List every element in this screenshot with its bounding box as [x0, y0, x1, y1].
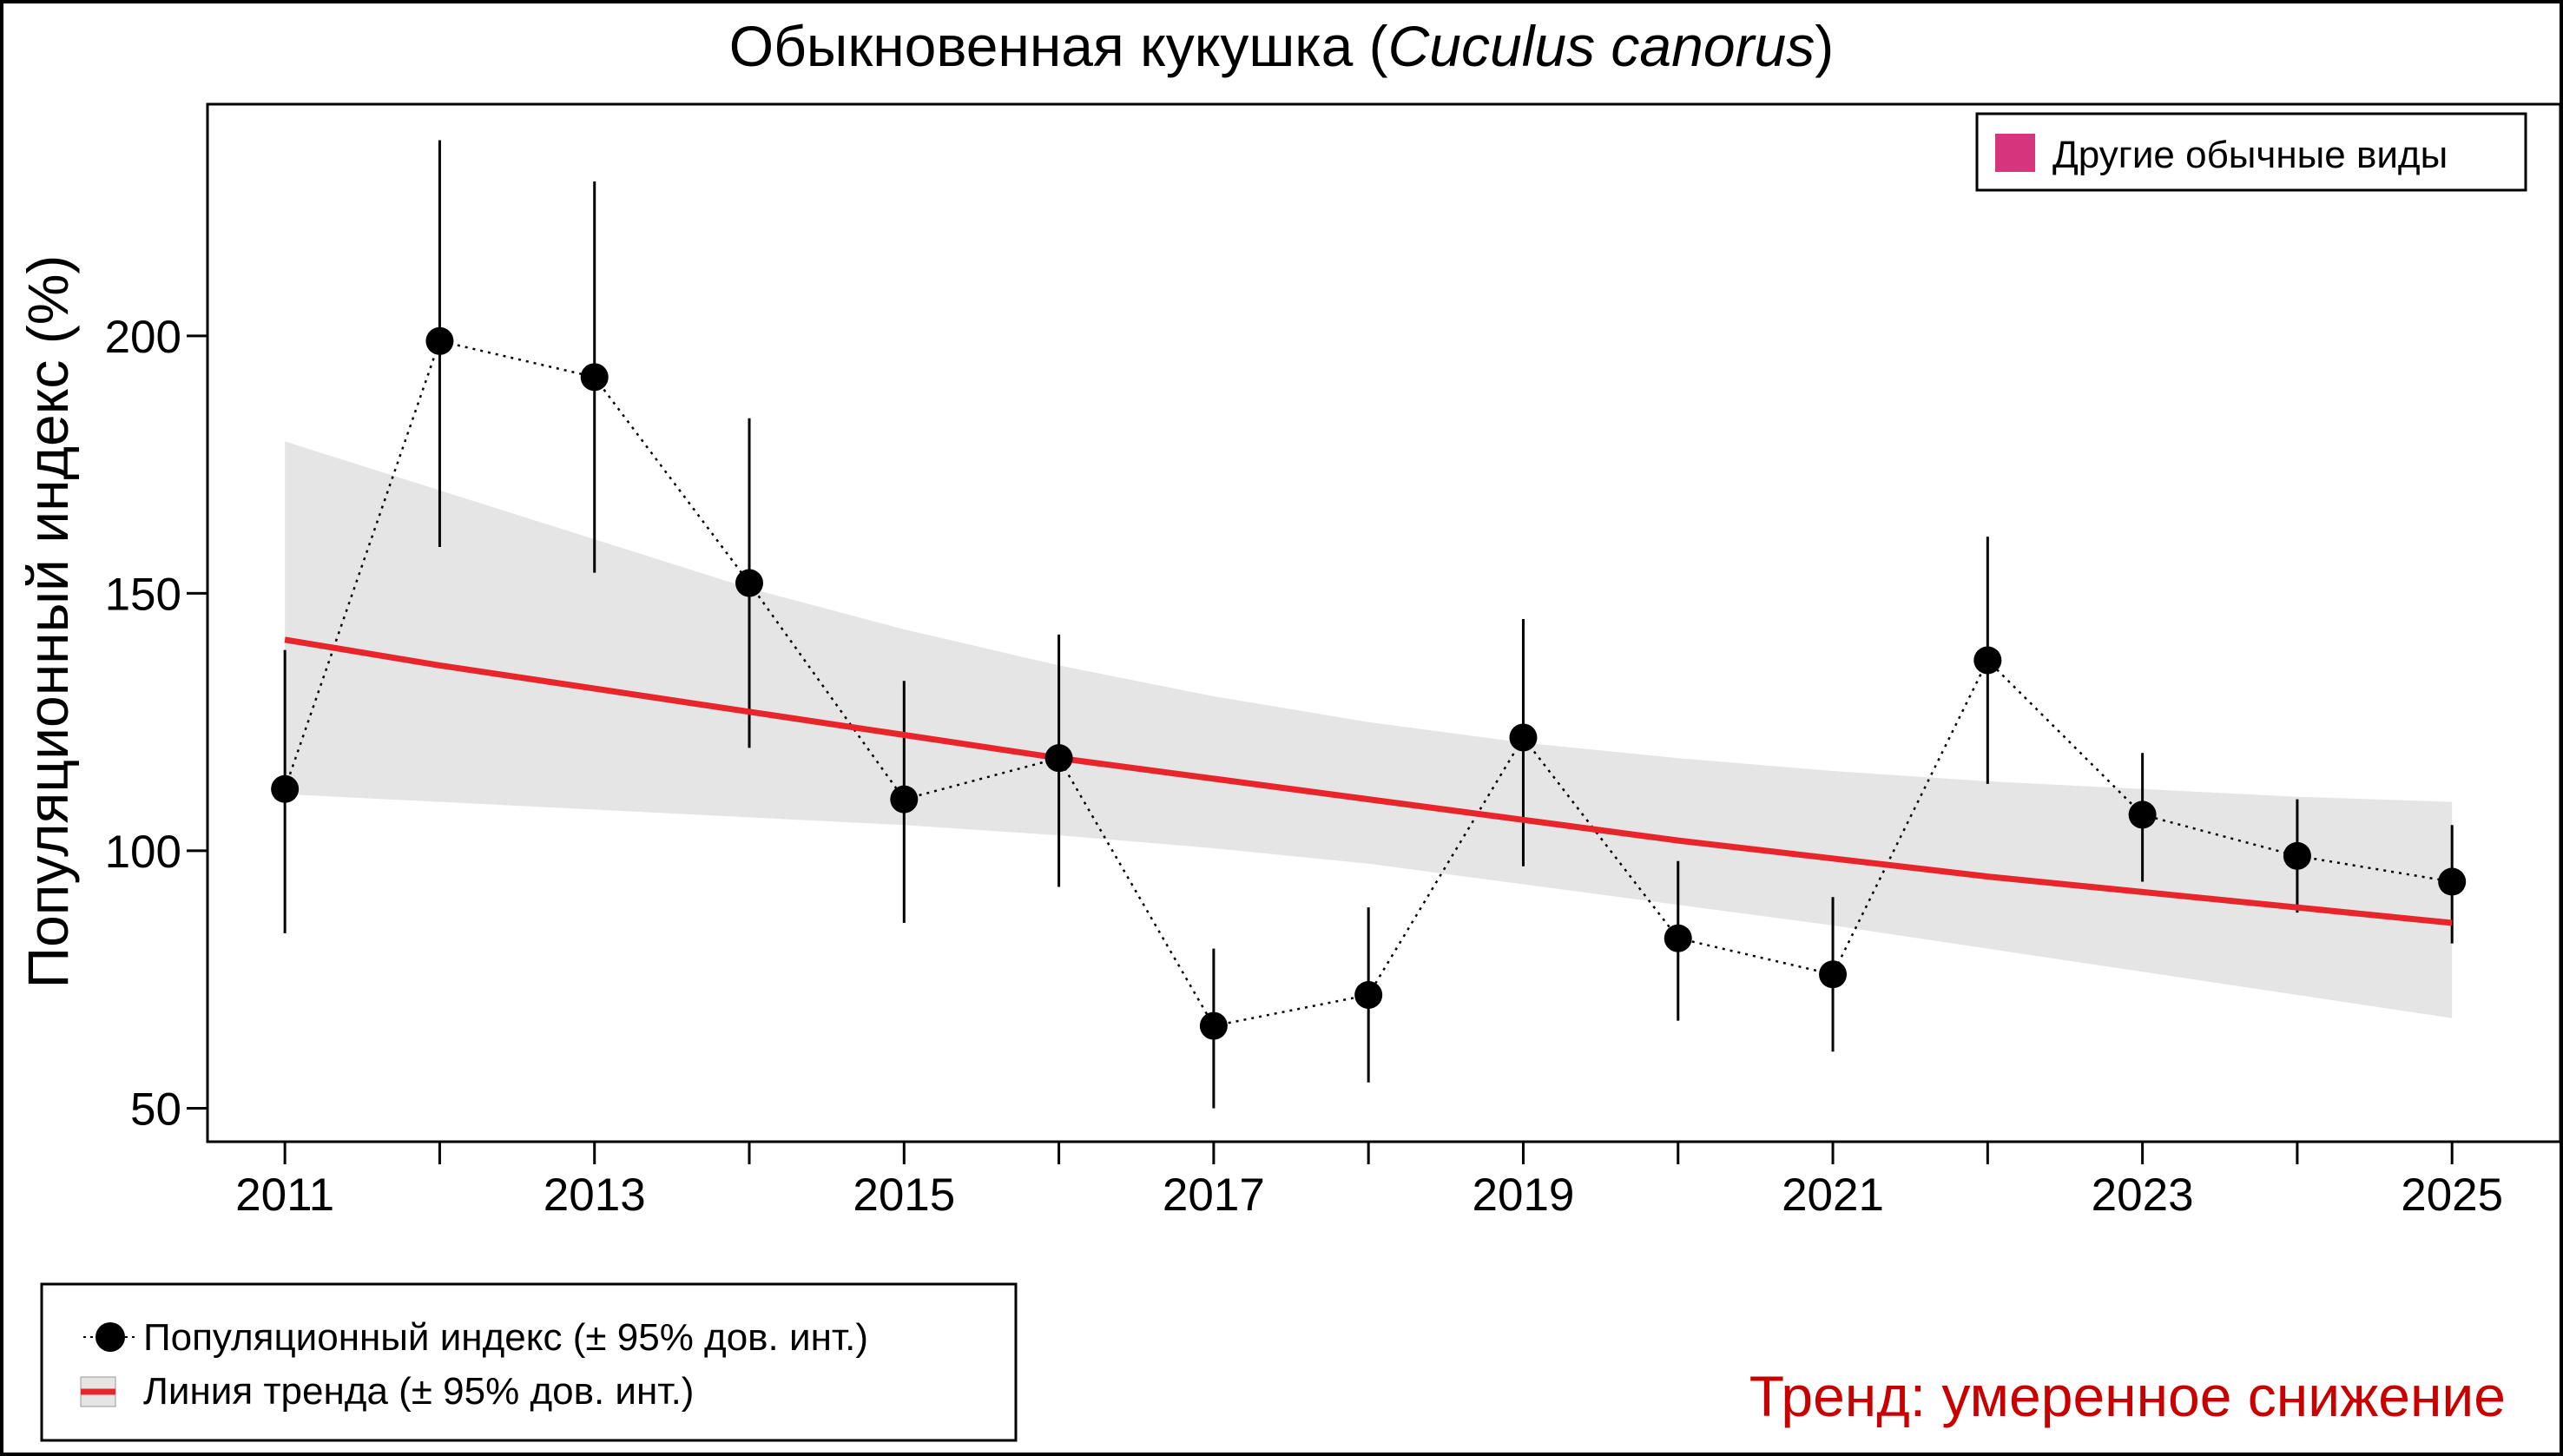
- y-axis-label: Популяционный индекс (%): [16, 255, 80, 989]
- top-right-legend: Другие обычные виды: [1975, 112, 2527, 192]
- index-point-2019: [1509, 723, 1538, 752]
- index-point-2016: [1044, 744, 1073, 773]
- plot-border: [206, 102, 2562, 1143]
- index-point-2013: [580, 363, 609, 392]
- legend-index-marker: [96, 1322, 125, 1352]
- x-tick-label-2025: 2025: [2401, 1169, 2503, 1221]
- x-tick-label-2019: 2019: [1473, 1169, 1575, 1221]
- index-point-2015: [890, 785, 919, 814]
- x-tick-label-2017: 2017: [1163, 1169, 1265, 1221]
- index-point-2021: [1819, 960, 1848, 989]
- trend-confidence-band: [285, 441, 2453, 1018]
- x-tick-label-2023: 2023: [2092, 1169, 2194, 1221]
- index-point-2025: [2438, 867, 2467, 896]
- chart-title: Обыкновенная кукушка (Cuculus canorus): [729, 14, 1834, 78]
- trend-status-text: Тренд: умеренное снижение: [1749, 1364, 2506, 1428]
- x-tick-label-2011: 2011: [235, 1169, 334, 1221]
- bottom-left-legend: Популяционный индекс (± 95% дов. инт.) Л…: [40, 1282, 1018, 1442]
- y-tick-label-50: 50: [130, 1084, 181, 1135]
- index-point-2017: [1199, 1011, 1228, 1040]
- legend-box-top-right: [1975, 112, 2527, 192]
- y-tick-label-200: 200: [105, 312, 181, 363]
- x-tick-label-2021: 2021: [1782, 1169, 1884, 1221]
- index-point-2023: [2128, 800, 2157, 829]
- trend-line: [284, 636, 2453, 926]
- index-point-2020: [1664, 924, 1692, 952]
- index-point-2014: [735, 569, 764, 597]
- index-point-2024: [2283, 841, 2311, 870]
- index-point-2018: [1354, 980, 1383, 1009]
- legend-label-other-species: Другие обычные виды: [2052, 134, 2448, 176]
- plot-area: 2011 2013 2015 2017 2019 2021 2023 2025 50 100 150…: [105, 102, 2562, 1221]
- legend-label-index: Популяционный индекс (± 95% дов. инт.): [143, 1316, 868, 1359]
- index-point-2011: [271, 774, 300, 803]
- legend-label-trend: Линия тренда (± 95% дов. инт.): [143, 1370, 694, 1413]
- legend-swatch-other-species: [1995, 134, 2035, 172]
- legend-box-bottom-left: [40, 1282, 1018, 1442]
- index-point-2012: [425, 326, 454, 355]
- x-tick-label-2015: 2015: [853, 1169, 955, 1221]
- x-tick-label-2013: 2013: [544, 1169, 646, 1221]
- y-tick-label-100: 100: [105, 827, 181, 878]
- index-point-2022: [1973, 646, 2002, 675]
- y-tick-label-150: 150: [105, 569, 181, 620]
